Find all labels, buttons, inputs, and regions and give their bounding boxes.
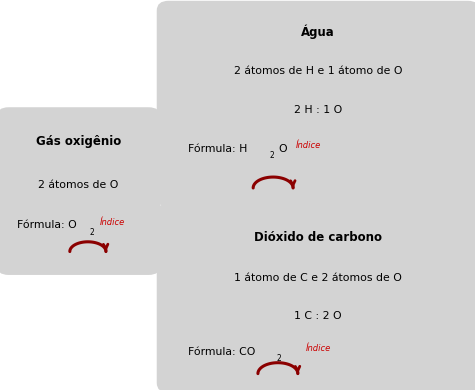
Text: 2: 2 [277,354,282,363]
Text: Água: Água [301,25,335,39]
Text: Índice: Índice [305,344,331,353]
Text: 1 C : 2 O: 1 C : 2 O [294,310,342,321]
FancyBboxPatch shape [157,1,475,207]
Text: 2: 2 [89,228,94,237]
FancyBboxPatch shape [0,107,161,275]
Text: Fórmula: CO: Fórmula: CO [188,347,255,357]
Text: 2 átomos de O: 2 átomos de O [38,180,119,190]
Text: Fórmula: H: Fórmula: H [188,144,247,154]
Text: 2 H : 1 O: 2 H : 1 O [294,105,342,115]
Text: Dióxido de carbono: Dióxido de carbono [254,231,382,244]
Text: Fórmula: O: Fórmula: O [17,220,77,230]
Text: 1 átomo de C e 2 átomos de O: 1 átomo de C e 2 átomos de O [234,273,402,283]
Text: Índice: Índice [295,141,321,151]
Text: O: O [279,144,287,154]
Text: 2: 2 [269,151,274,161]
Text: Índice: Índice [100,218,125,227]
FancyBboxPatch shape [157,204,475,390]
Text: 2 átomos de H e 1 átomo de O: 2 átomos de H e 1 átomo de O [234,66,402,76]
Text: Gás oxigênio: Gás oxigênio [36,135,121,148]
